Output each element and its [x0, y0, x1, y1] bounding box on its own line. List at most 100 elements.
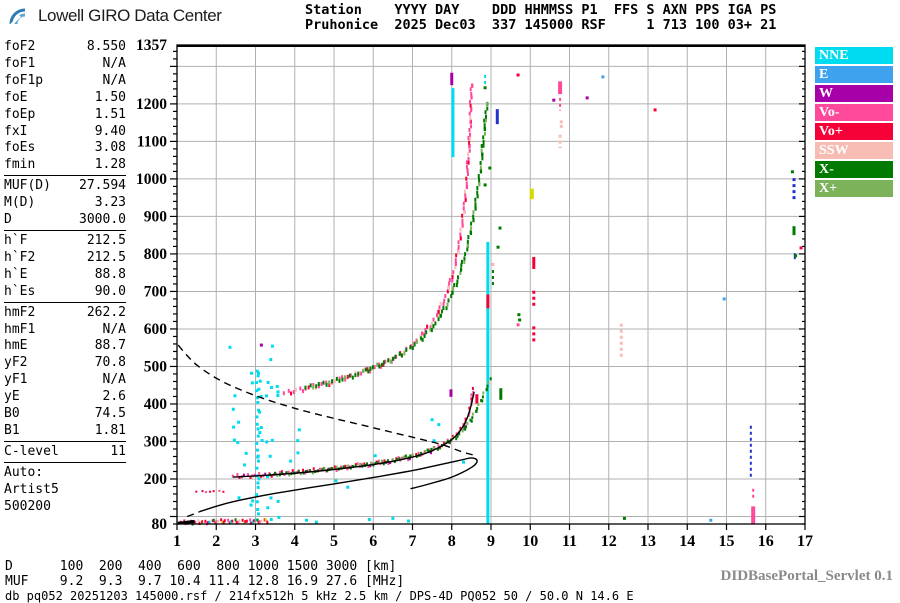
- nne-noise-dot: [289, 459, 293, 463]
- legend-label: W: [819, 85, 833, 101]
- x-axis-label: 16: [758, 533, 774, 550]
- x-axis-label: 9: [487, 533, 495, 550]
- scatter-dot: [334, 479, 338, 483]
- trace-dot-F2-O-trace: [465, 165, 468, 170]
- trace-dot-Es-trace: [220, 518, 223, 522]
- trace-dot-F2-X-trace: [472, 210, 475, 215]
- param-value: 90.0: [94, 283, 126, 299]
- trace-dot-F2-O-trace: [382, 362, 385, 367]
- trace-dot-F2-X-trace: [470, 231, 473, 236]
- trace-dot-F2-O-trace: [325, 380, 328, 385]
- param-row-clevel: C-level 11: [4, 444, 126, 461]
- param-row-hmf2: hmF2 262.2: [4, 305, 126, 322]
- trace-dot-Es-trace: [263, 518, 266, 522]
- trace-dot-F2-O-trace: [470, 91, 473, 96]
- trace-dot-F2-X-trace: [389, 359, 392, 364]
- scatter-dot: [794, 254, 798, 258]
- trace-dot-F1-O-trace: [464, 417, 467, 421]
- param-value: 212.5: [86, 232, 126, 248]
- scatter-dot: [488, 166, 492, 170]
- trace-dot-F2-X-trace: [405, 347, 408, 352]
- trace-dot-F2-X-trace: [451, 290, 454, 295]
- trace-dot-F2-X-trace: [466, 247, 469, 252]
- nne-noise-dot: [296, 439, 300, 443]
- nne-noise-dot: [255, 500, 259, 504]
- trace-dot-F1-O-trace: [408, 457, 411, 461]
- param-row-b1: B1 1.81: [4, 423, 126, 440]
- param-value: 3.23: [94, 195, 126, 211]
- trace-dot-F2-X-trace: [455, 283, 458, 288]
- trace-dot-F1-X-trace: [482, 391, 485, 395]
- nne-noise-dot: [249, 503, 253, 507]
- trace-dot-Es-trace: [245, 519, 248, 523]
- legend-item-ssw: SSW: [815, 142, 893, 159]
- param-value: 1.81: [94, 422, 126, 438]
- servlet-version-label: DIDBasePortal_Servlet 0.1: [720, 568, 893, 584]
- trace-dot-F2-X-trace: [362, 369, 365, 374]
- trace-dot-echo-dotted-line: [222, 490, 225, 493]
- legend-label: Vo+: [819, 123, 843, 139]
- param-row-hmf1: hmF1 N/A: [4, 322, 126, 339]
- param-row-mufd: MUF(D) 27.594: [4, 178, 126, 195]
- param-row-ye: yE 2.6: [4, 389, 126, 406]
- x-axis-label: 5: [330, 533, 338, 550]
- section-divider: [4, 229, 126, 232]
- trace-dot-F2-X-trace: [369, 366, 372, 371]
- trace-dot-F1-X-trace: [486, 384, 489, 388]
- nne-noise-dot: [270, 385, 274, 389]
- param-value: 3.08: [94, 140, 126, 156]
- nne-noise-dot: [255, 389, 259, 393]
- trace-dot-F1-X-trace: [352, 465, 355, 469]
- trace-dot-F2-O-trace: [470, 95, 473, 100]
- trace-dot-F2-O-trace: [447, 286, 450, 291]
- legend-label: X+: [819, 180, 838, 196]
- param-value: 8.550: [86, 39, 126, 54]
- trace-dot-F2-X-trace: [442, 306, 445, 311]
- trace-dot-F1-X-trace: [485, 387, 488, 391]
- trace-dot-F1-X-trace: [285, 471, 288, 475]
- scatter-dot: [432, 439, 436, 443]
- trace-dot-F1-O-trace: [363, 462, 366, 466]
- trace-dot-F2-X-trace: [446, 302, 449, 307]
- trace-dot-F2-O-trace: [459, 227, 462, 232]
- legend-label: NNE: [819, 47, 849, 63]
- trace-dot-F2-O-trace: [459, 232, 462, 237]
- nne-noise-dot: [277, 515, 281, 519]
- trace-dot-F2-X-trace: [482, 140, 485, 145]
- nne-noise-dot: [237, 496, 241, 500]
- param-label: foE: [4, 89, 28, 105]
- param-label: C-level: [4, 443, 59, 459]
- param-label: M(D): [4, 195, 36, 211]
- trace-dot-F1-X-trace: [461, 429, 464, 433]
- trace-dot-F2-X-trace: [328, 380, 331, 385]
- nne-noise-dot: [256, 481, 260, 485]
- trace-dot-Es-trace: [235, 520, 238, 524]
- trace-dot-F2-X-trace: [394, 354, 397, 359]
- trace-dot-F2-X-trace: [460, 263, 463, 268]
- trace-dot-Es-trace: [260, 519, 263, 523]
- trace-dot-F1-X-trace: [354, 464, 357, 468]
- trace-dot-F2-O-trace: [469, 103, 472, 108]
- trace-dot-Es-trace: [200, 521, 203, 525]
- logo[interactable]: Lowell GIRO Data Center: [8, 4, 222, 28]
- legend-item-vo: Vo+: [815, 123, 893, 140]
- param-label: foEs: [4, 140, 36, 156]
- param-row-yf2: yF2 70.8: [4, 355, 126, 372]
- trace-dot-F1-O-trace: [270, 474, 273, 478]
- trace-dot-F1-X-trace: [380, 459, 383, 463]
- legend-item-w: W: [815, 85, 893, 102]
- trace-dot-F2-X-trace: [463, 256, 466, 261]
- trace-dot-Es-trace: [258, 520, 261, 524]
- param-label: fmin: [4, 157, 36, 173]
- param-label: hmF2: [4, 304, 36, 320]
- param-label: h`F: [4, 232, 28, 248]
- trace-dot-F2-O-trace: [457, 249, 460, 254]
- trace-dot-Es-trace: [216, 519, 219, 523]
- trace-dot-F1-O-trace: [442, 441, 445, 445]
- trace-dot-F1-X-trace: [480, 399, 483, 403]
- trace-dot-F2-X-trace: [325, 382, 328, 387]
- trace-dot-F2-X-trace: [466, 239, 469, 244]
- trace-dot-F2-X-trace: [367, 369, 370, 374]
- autoscale-info-line: 500200: [4, 498, 51, 514]
- scatter-dot: [305, 518, 309, 522]
